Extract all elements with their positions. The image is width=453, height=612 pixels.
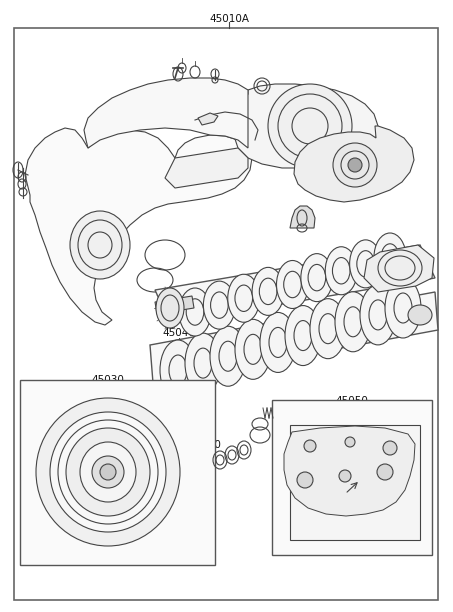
- Ellipse shape: [50, 412, 166, 532]
- Ellipse shape: [210, 326, 246, 386]
- Ellipse shape: [350, 240, 381, 288]
- Text: 45030: 45030: [92, 375, 125, 385]
- Ellipse shape: [185, 333, 221, 393]
- Ellipse shape: [297, 472, 313, 488]
- Ellipse shape: [80, 442, 136, 502]
- Polygon shape: [155, 296, 194, 314]
- Ellipse shape: [66, 428, 150, 516]
- Ellipse shape: [383, 441, 397, 455]
- Ellipse shape: [285, 305, 321, 365]
- Bar: [272, 400, 432, 555]
- Ellipse shape: [360, 285, 396, 345]
- Ellipse shape: [179, 288, 211, 336]
- Polygon shape: [25, 128, 252, 325]
- Ellipse shape: [408, 305, 432, 325]
- Polygon shape: [198, 113, 218, 125]
- Ellipse shape: [156, 288, 184, 328]
- Polygon shape: [165, 148, 248, 188]
- Ellipse shape: [374, 233, 406, 281]
- Ellipse shape: [339, 470, 351, 482]
- Text: 45060: 45060: [188, 440, 222, 450]
- Ellipse shape: [160, 340, 196, 400]
- Ellipse shape: [377, 464, 393, 480]
- Polygon shape: [234, 84, 378, 168]
- Bar: [290, 425, 420, 540]
- Ellipse shape: [301, 253, 333, 302]
- Ellipse shape: [268, 84, 352, 168]
- Polygon shape: [84, 78, 248, 148]
- Ellipse shape: [36, 398, 180, 546]
- Ellipse shape: [70, 211, 130, 279]
- Ellipse shape: [304, 440, 316, 452]
- Ellipse shape: [348, 158, 362, 172]
- Polygon shape: [284, 426, 415, 516]
- Ellipse shape: [345, 437, 355, 447]
- Polygon shape: [294, 126, 414, 202]
- Ellipse shape: [325, 247, 357, 295]
- Ellipse shape: [310, 299, 346, 359]
- Ellipse shape: [385, 278, 421, 338]
- Polygon shape: [290, 206, 315, 228]
- Ellipse shape: [252, 267, 284, 315]
- Text: 45010A: 45010A: [209, 14, 249, 24]
- Ellipse shape: [335, 292, 371, 352]
- Ellipse shape: [228, 274, 260, 323]
- Ellipse shape: [100, 464, 116, 480]
- Polygon shape: [364, 245, 434, 292]
- Ellipse shape: [203, 281, 236, 329]
- Ellipse shape: [276, 261, 308, 308]
- Polygon shape: [150, 292, 438, 383]
- Text: 45050: 45050: [335, 396, 368, 406]
- Ellipse shape: [333, 143, 377, 187]
- Ellipse shape: [235, 319, 271, 379]
- Ellipse shape: [92, 456, 124, 488]
- Text: 45040: 45040: [163, 328, 195, 338]
- Ellipse shape: [260, 313, 296, 373]
- Bar: [20, 380, 215, 565]
- Polygon shape: [155, 245, 435, 323]
